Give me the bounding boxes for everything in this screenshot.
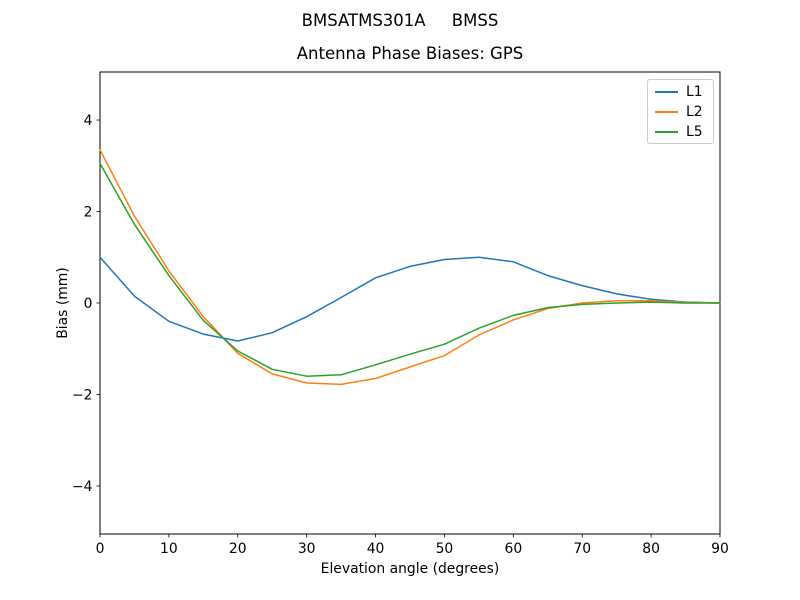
y-tick-label: 2 — [84, 205, 93, 221]
legend-line-swatch-l5 — [655, 130, 678, 134]
series-line-l5 — [99, 162, 721, 377]
x-tick-label: 50 — [436, 541, 454, 557]
x-tick-label: 60 — [504, 541, 522, 557]
chart-title: Antenna Phase Biases: GPS — [296, 44, 524, 63]
y-tick-label: 0 — [84, 296, 93, 312]
legend-line-swatch-l2 — [655, 110, 678, 114]
y-tick-label: 4 — [84, 113, 93, 129]
series-line-l1 — [99, 256, 721, 342]
y-axis-label: Bias (mm) — [55, 267, 71, 338]
series-lines — [99, 149, 721, 386]
legend-item: L2 — [648, 102, 713, 122]
x-tick-label: 70 — [573, 541, 591, 557]
legend-label-l5: L5 — [686, 124, 703, 140]
figure-suptitle: BMSATMS301A BMSS — [301, 11, 499, 30]
legend-item: L5 — [648, 122, 713, 142]
x-tick-label: 10 — [160, 541, 178, 557]
y-tick-label: −4 — [72, 479, 93, 495]
x-axis-label: Elevation angle (degrees) — [320, 561, 500, 577]
x-tick-label: 0 — [96, 541, 105, 557]
legend-label-l2: L2 — [686, 104, 703, 120]
x-tick-label: 30 — [298, 541, 316, 557]
axis-ticks: 0 10 20 30 40 50 60 70 80 90 −4 −2 0 2 4 — [72, 113, 729, 557]
series-line-l2 — [99, 149, 721, 386]
legend-label-l1: L1 — [686, 84, 703, 100]
legend-line-swatch-l1 — [655, 90, 678, 94]
x-tick-label: 80 — [642, 541, 660, 557]
x-tick-label: 90 — [711, 541, 729, 557]
legend: L1 L2 L5 — [647, 79, 714, 144]
y-tick-label: −2 — [72, 387, 92, 403]
x-tick-label: 20 — [229, 541, 247, 557]
legend-item: L1 — [648, 82, 713, 102]
x-tick-label: 40 — [367, 541, 385, 557]
